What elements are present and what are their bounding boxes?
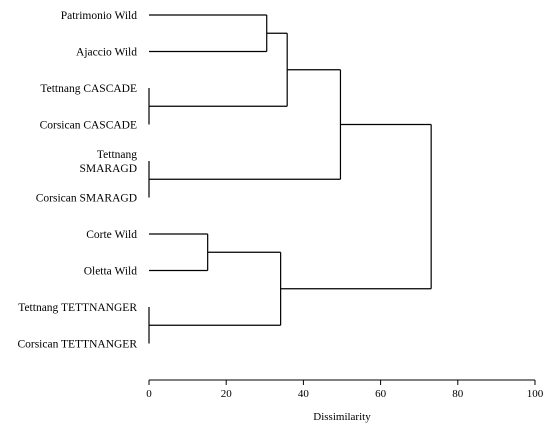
leaf-label: SMARAGD <box>79 163 137 175</box>
leaf-label: Corte Wild <box>86 229 137 241</box>
x-tick-label: 40 <box>298 388 310 400</box>
leaf-label: Tettnang TETTNANGER <box>18 302 137 314</box>
leaf-label: Ajaccio Wild <box>76 47 137 59</box>
x-tick-label: 0 <box>146 388 152 400</box>
leaf-label: Oletta Wild <box>84 266 138 278</box>
x-tick-label: 60 <box>375 388 387 400</box>
leaf-label: Patrimonio Wild <box>61 10 138 22</box>
leaf-label: Corsican TETTNANGER <box>17 339 137 351</box>
leaf-label: Corsican CASCADE <box>40 120 137 132</box>
x-tick-label: 100 <box>527 388 544 400</box>
x-tick-label: 20 <box>221 388 233 400</box>
x-axis-title: Dissimilarity <box>313 411 371 423</box>
leaf-label: Tettnang CASCADE <box>40 83 137 95</box>
x-tick-label: 80 <box>452 388 464 400</box>
leaf-label: Tettnang <box>97 149 137 161</box>
leaf-label: Corsican SMARAGD <box>36 193 137 205</box>
